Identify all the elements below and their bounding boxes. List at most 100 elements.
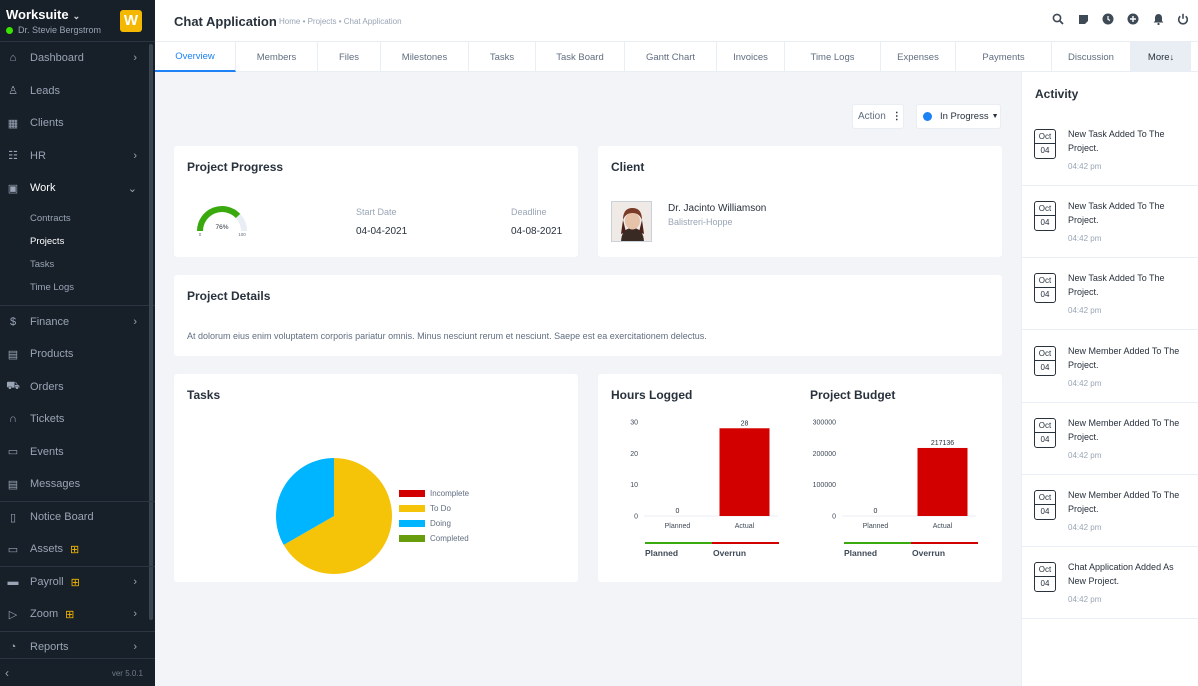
collapse-sidebar-icon[interactable]: ‹ [5,666,9,680]
budget-legend-planned: Planned [844,548,878,558]
legend-item-completed[interactable]: Completed [399,531,469,546]
tab-expenses[interactable]: Expenses [881,42,956,72]
activity-item[interactable]: Oct 04 New Task Added To The Project. 04:42… [1022,114,1198,186]
y-tick-label: 10 [630,482,638,489]
activity-item[interactable]: Oct 04 Chat Application Added As New Proje… [1022,547,1198,620]
activity-day: 04 [1040,434,1050,444]
sidebar-item-payroll[interactable]: ▬ Payroll ⊞ › [0,565,155,599]
legend-label: Completed [430,534,469,543]
submenu-item-tasks[interactable]: Tasks [30,258,55,270]
chevron-right-icon: › [133,641,137,654]
sidebar-item-notice-board[interactable]: ▯ Notice Board [0,500,155,534]
company-switcher[interactable]: Worksuite ⌄ [6,7,155,22]
tab-files[interactable]: Files [318,42,381,72]
bar-actual[interactable] [719,428,770,516]
sidebar-item-leads[interactable]: ♙ Leads [0,75,155,108]
breadcrumb: Home • Projects • Chat Application [279,17,402,26]
tab-time-logs[interactable]: Time Logs [785,42,881,72]
client-avatar[interactable] [611,201,652,242]
action-dropdown[interactable]: Action ⋮ [852,104,904,129]
sidebar-item-work[interactable]: ▣ Work ⌄ [0,172,155,205]
avatar-portrait-icon [612,202,651,241]
client-name[interactable]: Dr. Jacinto Williamson [668,203,767,214]
activity-item[interactable]: Oct 04 New Task Added To The Project. 04:42… [1022,186,1198,259]
activity-item[interactable]: Oct 04 New Task Added To The Project. 04:42… [1022,258,1198,331]
sidebar-item-label: Orders [30,380,64,393]
legend-item-incomplete[interactable]: Incomplete [399,486,469,501]
sidebar-item-hr[interactable]: ☷ HR › [0,140,155,173]
budget-legend-overrun-swatch [911,542,978,544]
tab-more[interactable]: More ↓ [1131,42,1191,72]
submenu-item-projects[interactable]: Projects [30,235,65,247]
tasks-card-title: Tasks [187,388,221,402]
tab-discussion[interactable]: Discussion [1052,42,1131,72]
legend-item-doing[interactable]: Doing [399,516,469,531]
pie-slice-doing[interactable] [276,458,334,545]
arrow-down-icon: ↓ [1169,52,1175,62]
sidebar-item-tickets[interactable]: ∩ Tickets [0,403,155,436]
search-icon[interactable] [1051,12,1065,26]
pie-slice-to-do[interactable] [283,458,392,574]
sidebar-item-products[interactable]: ▤ Products [0,338,155,371]
bell-icon[interactable] [1151,12,1165,26]
sidebar-scrollbar[interactable] [149,44,153,620]
activity-item[interactable]: Oct 04 New Member Added To The Project. 04:… [1022,403,1198,475]
activity-month: Oct [1035,202,1055,217]
hours-legend-overrun-swatch [712,542,779,544]
sidebar-item-reports[interactable]: ◔ Reports › [0,630,155,664]
tab-tasks[interactable]: Tasks [469,42,536,72]
sidebar-item-finance[interactable]: $ Finance › [0,306,155,339]
sticky-note-icon[interactable] [1076,12,1090,26]
tab-task-board[interactable]: Task Board [536,42,625,72]
sidebar-item-events[interactable]: ▭ Events [0,436,155,469]
tab-label: Expenses [897,51,939,63]
progress-gauge: 76% 0 100 [197,206,247,237]
activity-item[interactable]: Oct 04 New Member Added To The Project. 04:… [1022,331,1198,403]
current-user: Dr. Stevie Bergstrom [6,25,155,35]
header-icons [1051,12,1190,26]
page-header: Chat Application Home • Projects • Chat … [155,0,1198,42]
tab-payments[interactable]: Payments [956,42,1052,72]
submenu-item-contracts[interactable]: Contracts [30,212,71,224]
sidebar-item-messages[interactable]: ▤ Messages [0,468,155,501]
legend-item-to-do[interactable]: To Do [399,501,469,516]
x-tick-label: Planned [665,523,691,530]
sidebar-item-dashboard[interactable]: ⌂ Dashboard › [0,42,155,75]
sidebar-item-zoom[interactable]: ▷ Zoom ⊞ › [0,598,155,631]
tab-invoices[interactable]: Invoices [717,42,785,72]
y-tick-label: 100000 [813,482,836,489]
activity-date: Oct 04 [1034,417,1056,448]
app-logo[interactable]: W [120,10,142,32]
x-tick-label: Actual [933,523,953,530]
y-tick-label: 300000 [813,420,836,427]
activity-time: 04:42 pm [1068,378,1102,388]
tab-gantt-chart[interactable]: Gantt Chart [625,42,717,72]
tasks-pie-chart [276,458,392,574]
activity-text: New Task Added To The Project. [1068,129,1165,153]
sidebar-item-clients[interactable]: ▦ Clients [0,107,155,140]
add-circle-icon[interactable] [1126,12,1140,26]
tab-members[interactable]: Members [236,42,318,72]
status-select[interactable]: In Progress ▼ [916,104,1001,129]
tab-overview[interactable]: Overview [155,42,236,72]
bar-value-label: 28 [741,420,749,427]
power-icon[interactable] [1176,12,1190,26]
submenu-item-time-logs[interactable]: Time Logs [30,281,74,293]
sidebar-item-orders[interactable]: ⛟ Orders [0,371,155,404]
clock-icon[interactable] [1101,12,1115,26]
tab-milestones[interactable]: Milestones [381,42,469,72]
activity-item[interactable]: Oct 04 New Member Added To The Project. 04:… [1022,475,1198,547]
y-tick-label: 0 [832,514,836,521]
budget-bar-chart: 300000 200000 100000 0 0 Planned 217136 Actual [813,420,976,530]
building-icon: ▦ [7,117,19,130]
activity-text: New Member Added To The Project. [1068,490,1180,514]
hours-legend-bar [645,542,779,544]
sidebar-item-assets[interactable]: ▭ Assets ⊞ [0,533,155,566]
hours-bar-chart: 30 20 10 0 0 Planned 28 Actual [630,420,778,530]
tab-label: Gantt Chart [645,51,696,63]
bar-actual[interactable] [917,447,968,516]
page-title: Chat Application [174,14,277,29]
sidebar-item-label: Leads [30,84,60,97]
progress-card-title: Project Progress [187,160,284,174]
bar-value-label: 217136 [931,440,954,447]
